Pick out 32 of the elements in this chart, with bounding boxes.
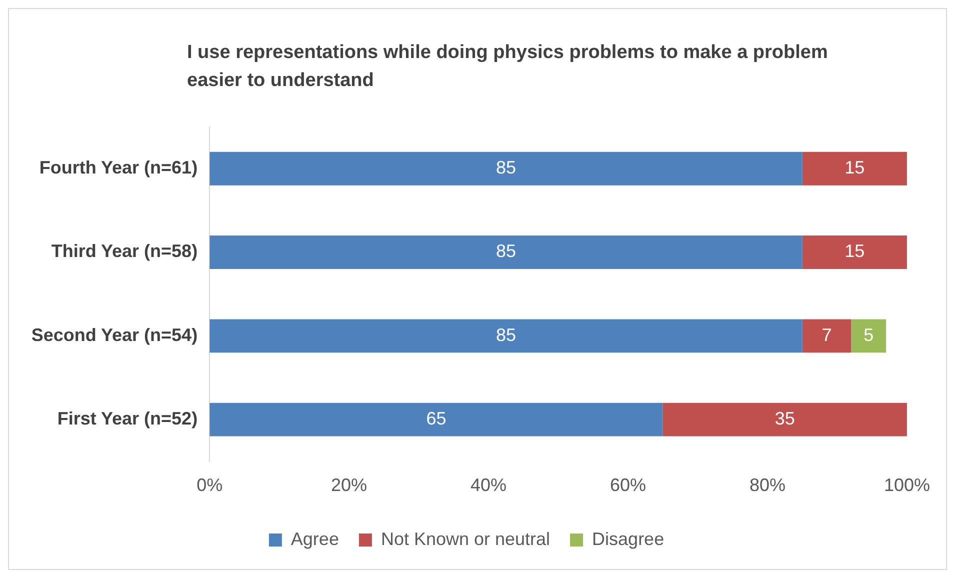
x-tick-label: 40% (470, 475, 507, 496)
data-label: 7 (822, 324, 832, 345)
chart-title: I use representations while doing physics problems to make a problem easier to understand (187, 41, 829, 93)
y-tick-label: First Year (n=52) (57, 408, 198, 429)
x-tick-label: 0% (196, 475, 223, 496)
x-tick-label: 80% (749, 475, 786, 496)
bar (802, 152, 907, 186)
legend-label: Disagree (592, 528, 664, 549)
data-label: 35 (774, 408, 795, 429)
bar (210, 152, 802, 186)
legend-label: Agree (290, 528, 339, 549)
bar (210, 236, 802, 270)
x-tick-label: 60% (610, 475, 646, 496)
y-tick-label: Third Year (n=58) (51, 241, 198, 262)
bar (210, 319, 802, 353)
y-tick-label: Fourth Year (n=61) (39, 158, 198, 178)
data-label: 85 (496, 241, 516, 262)
data-label: 5 (864, 324, 874, 345)
data-label: 85 (496, 324, 516, 345)
bar (662, 402, 907, 436)
bar (851, 319, 886, 353)
data-label: 15 (844, 241, 865, 262)
legend-label: Not Known or neutral (380, 528, 550, 549)
bar (802, 319, 852, 353)
data-label: 15 (844, 158, 865, 178)
bar (802, 236, 907, 270)
x-tick-label: 100% (884, 475, 930, 496)
data-label: 85 (496, 158, 516, 178)
bar (210, 402, 663, 436)
x-tick-label: 20% (331, 475, 368, 496)
data-label: 65 (426, 408, 446, 429)
y-tick-label: Second Year (n=54) (31, 324, 198, 345)
